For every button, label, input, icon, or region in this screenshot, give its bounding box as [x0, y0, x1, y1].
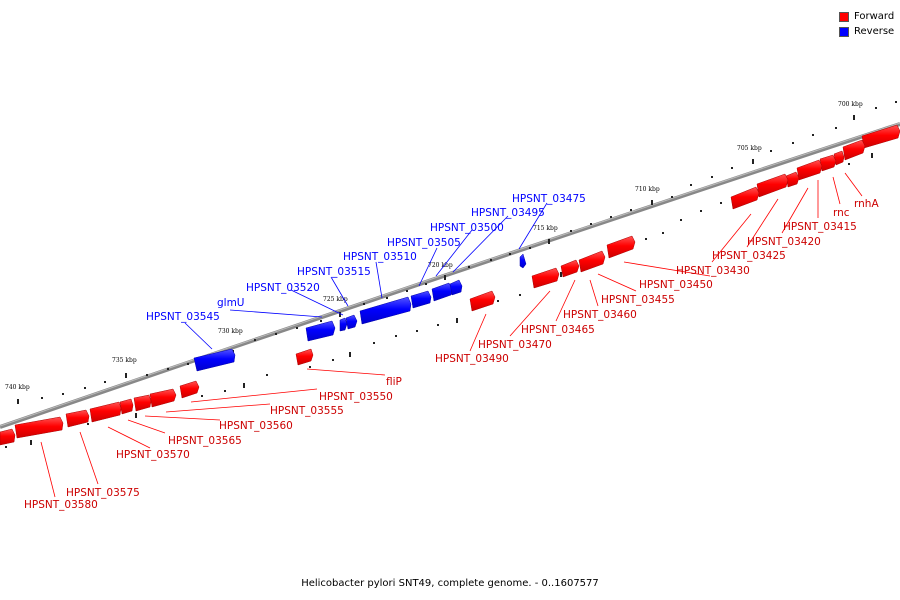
legend-reverse: Reverse: [839, 24, 894, 39]
gene-hpsnt-03415-a[interactable]: [833, 150, 845, 166]
legend-reverse-label: Reverse: [854, 26, 895, 37]
gene-rnc[interactable]: [842, 139, 866, 161]
tick-740kbp: 740 kbp: [5, 384, 30, 391]
legend-reverse-swatch: [839, 26, 849, 37]
gene-hpsnt-03495[interactable]: [449, 279, 463, 296]
reverse-leaders: [184, 202, 548, 350]
gene-hpsnt-03490[interactable]: [469, 290, 496, 312]
label-hpsnt-03500: HPSNT_03500: [430, 222, 504, 234]
gene-hpsnt-03510[interactable]: [359, 296, 412, 325]
gene-hpsnt-03430[interactable]: [756, 173, 789, 198]
gene-hpsnt-03455[interactable]: [578, 250, 606, 273]
genome-backbone-highlight: [0, 122, 900, 427]
label-hpsnt-03510: HPSNT_03510: [343, 251, 417, 263]
genome-backbone: [0, 122, 900, 429]
gene-hpsnt-03560[interactable]: [133, 394, 152, 412]
gene-hpsnt-03505[interactable]: [410, 290, 432, 309]
label-hpsnt-03550: HPSNT_03550: [319, 391, 393, 403]
label-hpsnt-03505: HPSNT_03505: [387, 237, 461, 249]
tick-725kbp: 725 kbp: [323, 296, 348, 303]
gene-hpsnt-03580[interactable]: [14, 416, 64, 439]
reverse-genes: [193, 253, 527, 372]
gene-hpsnt-03475[interactable]: [519, 253, 527, 269]
label-hpsnt-03470: HPSNT_03470: [478, 339, 552, 351]
gene-hpsnt-03450[interactable]: [606, 235, 636, 259]
strand-legend: Forward Reverse: [839, 9, 894, 39]
label-hpsnt-03495: HPSNT_03495: [471, 207, 545, 219]
gene-flip[interactable]: [295, 348, 314, 366]
label-hpsnt-03565: HPSNT_03565: [168, 435, 242, 447]
gene-hpsnt-03515[interactable]: [345, 314, 358, 330]
label-hpsnt-03415: HPSNT_03415: [783, 221, 857, 233]
gene-hpsnt-03430-b[interactable]: [730, 186, 760, 210]
label-glmu: glmU: [217, 297, 245, 309]
tick-700kbp: 700 kbp: [838, 101, 863, 108]
label-hpsnt-03545: HPSNT_03545: [146, 311, 220, 323]
label-hpsnt-03580: HPSNT_03580: [24, 499, 98, 511]
gene-hpsnt-03420[interactable]: [796, 159, 823, 181]
legend-forward-swatch: [839, 11, 849, 22]
gene-hpsnt-03575[interactable]: [65, 409, 90, 428]
label-hpsnt-03425: HPSNT_03425: [712, 250, 786, 262]
forward-genes: [0, 124, 900, 446]
gene-hpsnt-03465[interactable]: [531, 267, 560, 289]
tick-720kbp: 720 kbp: [428, 262, 453, 269]
gene-glmu[interactable]: [305, 320, 336, 342]
gene-hpsnt-03550[interactable]: [179, 380, 200, 399]
gene-hpsnt-03415[interactable]: [819, 154, 837, 172]
gene-hpsnt-03545[interactable]: [193, 348, 236, 372]
label-rnc: rnc: [833, 207, 850, 219]
tick-730kbp: 730 kbp: [218, 328, 243, 335]
tick-710kbp: 710 kbp: [635, 186, 660, 193]
gene-hpsnt-03500[interactable]: [431, 282, 453, 302]
gene-hpsnt-03555[interactable]: [149, 388, 177, 408]
gene-hpsnt-03460[interactable]: [560, 259, 580, 278]
label-hpsnt-03460: HPSNT_03460: [563, 309, 637, 321]
label-hpsnt-03475: HPSNT_03475: [512, 193, 586, 205]
label-hpsnt-03450: HPSNT_03450: [639, 279, 713, 291]
label-hpsnt-03465: HPSNT_03465: [521, 324, 595, 336]
label-hpsnt-03575: HPSNT_03575: [66, 487, 140, 499]
label-hpsnt-03560: HPSNT_03560: [219, 420, 293, 432]
label-hpsnt-03490: HPSNT_03490: [435, 353, 509, 365]
gene-left-edge[interactable]: [0, 428, 16, 446]
legend-forward-label: Forward: [854, 11, 895, 22]
gene-hpsnt-03570[interactable]: [89, 401, 122, 423]
tick-735kbp: 735 kbp: [112, 357, 137, 364]
tick-705kbp: 705 kbp: [737, 145, 762, 152]
label-rnha: rnhA: [854, 198, 879, 210]
label-hpsnt-03520: HPSNT_03520: [246, 282, 320, 294]
legend-forward: Forward: [839, 9, 894, 24]
tick-715kbp: 715 kbp: [533, 225, 558, 232]
label-hpsnt-03455: HPSNT_03455: [601, 294, 675, 306]
label-hpsnt-03570: HPSNT_03570: [116, 449, 190, 461]
genome-caption: Helicobacter pylori SNT49, complete geno…: [301, 578, 599, 589]
label-hpsnt-03420: HPSNT_03420: [747, 236, 821, 248]
label-flip: fliP: [386, 376, 402, 388]
position-ruler: [17, 101, 897, 404]
gene-hpsnt-03565[interactable]: [119, 398, 134, 415]
forward-leaders: [40, 172, 863, 498]
gene-hpsnt-03425[interactable]: [785, 171, 800, 188]
label-hpsnt-03515: HPSNT_03515: [297, 266, 371, 278]
gene-hpsnt-03520[interactable]: [339, 317, 348, 332]
label-hpsnt-03555: HPSNT_03555: [270, 405, 344, 417]
label-hpsnt-03430: HPSNT_03430: [676, 265, 750, 277]
